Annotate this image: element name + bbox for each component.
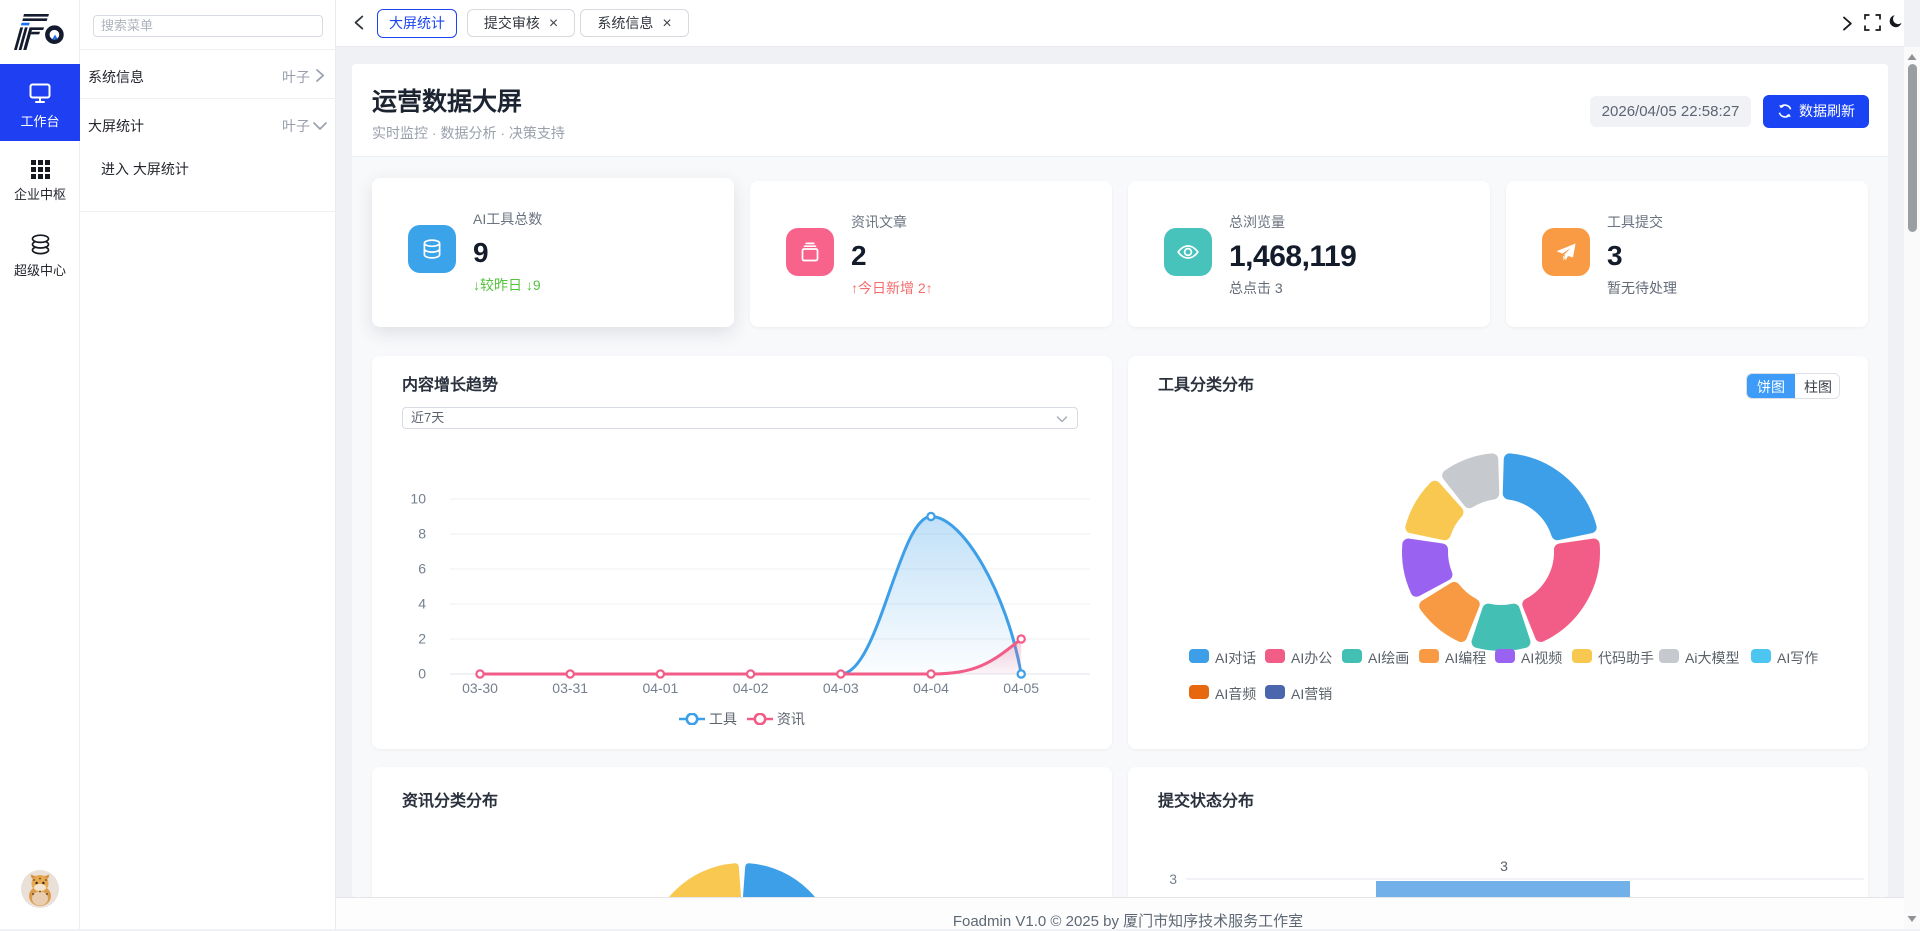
svg-text:4: 4 xyxy=(418,596,426,612)
svg-text:04-03: 04-03 xyxy=(823,680,859,696)
svg-text:04-02: 04-02 xyxy=(733,680,769,696)
svg-text:03-30: 03-30 xyxy=(462,680,498,696)
svg-text:04-04: 04-04 xyxy=(913,680,949,696)
svg-text:04-01: 04-01 xyxy=(642,680,678,696)
svg-text:10: 10 xyxy=(410,491,426,507)
svg-text:2: 2 xyxy=(418,631,426,647)
svg-text:3: 3 xyxy=(1169,871,1177,887)
svg-text:8: 8 xyxy=(418,526,426,542)
svg-text:3: 3 xyxy=(1500,858,1508,874)
svg-text:04-05: 04-05 xyxy=(1003,680,1039,696)
svg-text:0: 0 xyxy=(418,666,426,682)
svg-text:03-31: 03-31 xyxy=(552,680,588,696)
svg-text:6: 6 xyxy=(418,561,426,577)
